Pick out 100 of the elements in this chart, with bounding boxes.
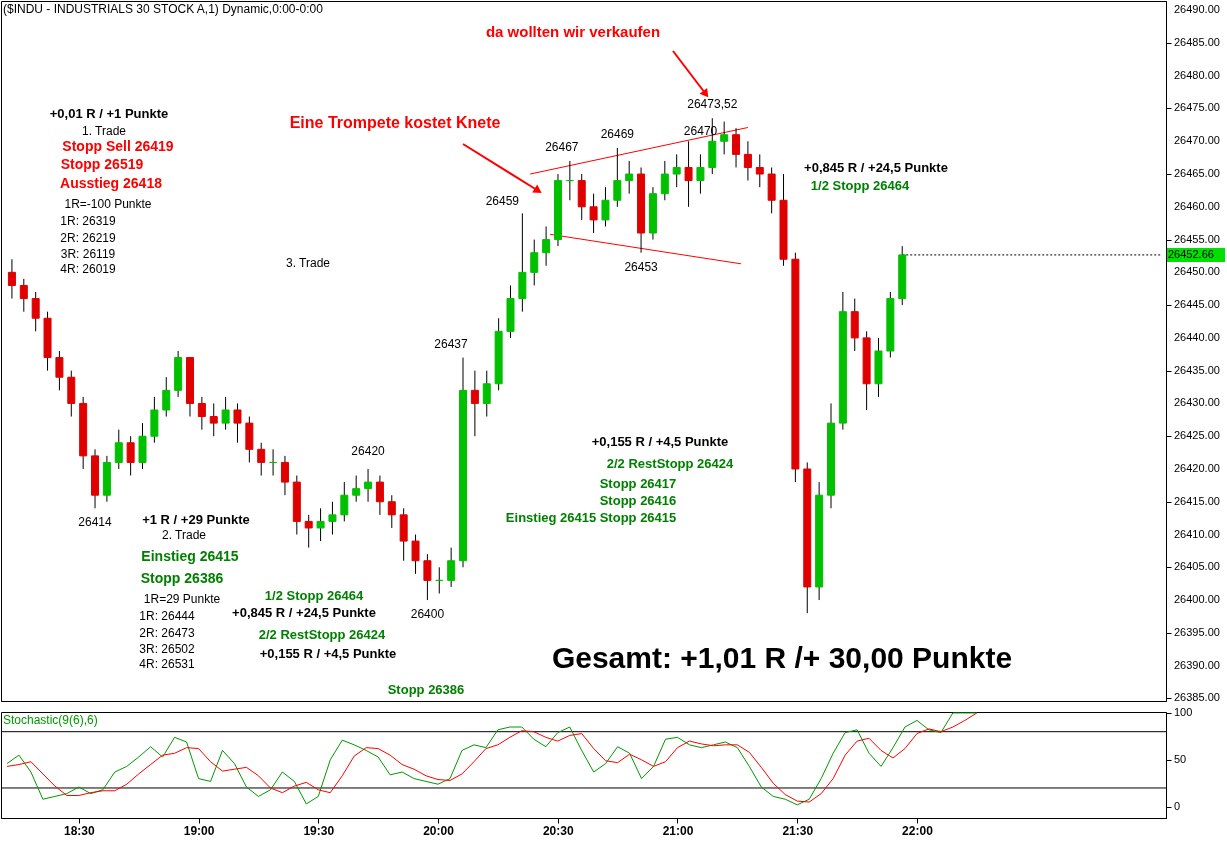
y-tick-label: 26430.00 — [1174, 396, 1220, 409]
candlestick — [55, 350, 64, 391]
candlestick — [696, 153, 705, 195]
candlestick — [209, 402, 218, 437]
annotation: +1 R / +29 Punkte — [142, 512, 250, 527]
annotation: Stopp 26416 — [599, 493, 677, 508]
annotation: 26473,52 — [687, 97, 738, 112]
annotation: Ausstieg 26418 — [60, 175, 163, 191]
candlestick — [613, 147, 622, 208]
annotation: 1/2 Stopp 26464 — [264, 588, 364, 603]
candlestick — [233, 402, 242, 444]
annotation: 26469 — [600, 126, 635, 141]
annotation: da wollten wir verkaufen — [485, 23, 661, 40]
y-tick-label: 26385.00 — [1174, 691, 1220, 704]
x-tick-label: 20:00 — [423, 823, 455, 838]
candlestick — [732, 127, 741, 168]
annotation: 1R=-100 Punkte — [64, 197, 152, 211]
annotation: 1R=29 Punkte — [143, 592, 221, 606]
candlestick — [589, 193, 598, 234]
annotation: 3R: 26119 — [60, 247, 116, 261]
annotation: 26437 — [434, 336, 469, 351]
annotation: 26467 — [545, 139, 579, 154]
y-tick-label: 26395.00 — [1174, 625, 1220, 638]
y-tick-label: 100 — [1174, 705, 1193, 718]
y-tick-label: 26415.00 — [1174, 494, 1220, 507]
y-tick-label: 26475.00 — [1174, 101, 1220, 114]
candlestick — [755, 153, 764, 188]
annotation: 1. Trade — [81, 124, 127, 138]
annotation: 2/2 RestStopp 26424 — [606, 456, 734, 471]
annotation: 2/2 RestStopp 26424 — [258, 627, 386, 642]
y-tick-label: 26400.00 — [1174, 593, 1220, 606]
candlestick — [328, 501, 337, 536]
annotation: 3. Trade — [285, 256, 331, 270]
annotation: Einstieg 26415 — [505, 510, 597, 525]
y-tick-label: 26420.00 — [1174, 461, 1220, 474]
annotation: +0,01 R / +1 Punkte — [49, 106, 169, 121]
annotation: Eine Trompete kostet Knete — [289, 114, 501, 131]
candlestick — [447, 547, 456, 588]
annotation: 26414 — [78, 515, 113, 530]
annotation: +0,155 R / +4,5 Punkte — [259, 646, 397, 661]
x-tick-label: 18:30 — [63, 823, 95, 838]
candlestick — [387, 494, 396, 529]
candlestick — [126, 435, 135, 477]
chart-title: Stochastic(9(6),6) — [3, 713, 98, 727]
annotation: 4R: 26019 — [60, 262, 117, 276]
annotation: +0,845 R / +24,5 Punkte — [804, 160, 948, 175]
x-tick-label: 21:00 — [662, 823, 694, 838]
candlestick — [352, 475, 361, 503]
candlestick — [672, 153, 681, 188]
annotation: Stopp 26415 — [599, 510, 677, 525]
candlestick — [375, 475, 384, 516]
annotation: 2R: 26219 — [60, 231, 117, 245]
candlestick — [601, 186, 610, 227]
y-tick-label: 26405.00 — [1174, 560, 1220, 573]
y-tick-label: 26460.00 — [1174, 199, 1220, 212]
y-tick-label: 26490.00 — [1174, 3, 1220, 16]
annotation: 1R: 26444 — [139, 609, 196, 623]
annotation: 26453 — [624, 259, 659, 274]
annotation: 1R: 26319 — [60, 214, 117, 228]
candlestick — [197, 396, 206, 431]
annotation: 2. Trade — [161, 528, 207, 542]
annotation: 26400 — [410, 607, 445, 622]
candlestick — [470, 370, 479, 437]
annotation: Stopp Sell 26419 — [62, 138, 174, 154]
candlestick — [660, 160, 669, 201]
y-tick-label: 26480.00 — [1174, 68, 1220, 81]
annotation: Stopp 26417 — [599, 476, 677, 491]
x-tick-label: 22:00 — [902, 823, 934, 838]
x-tick-label: 20:30 — [542, 823, 574, 838]
annotation: +0,155 R / +4,5 Punkte — [591, 434, 729, 449]
y-tick-label: 26485.00 — [1174, 35, 1220, 48]
candlestick — [19, 278, 28, 313]
x-tick-label: 19:00 — [183, 823, 215, 838]
candlestick — [280, 455, 289, 496]
candlestick — [304, 514, 313, 549]
ref-line-label: 26452.66 — [1168, 247, 1214, 260]
candlestick — [114, 429, 123, 470]
candlestick — [542, 225, 551, 267]
x-tick-label: 19:30 — [303, 823, 335, 838]
y-tick-label: 26425.00 — [1174, 429, 1220, 442]
candlestick — [625, 160, 634, 195]
annotation: Gesamt: +1,01 R /+ 30,00 Punkte — [551, 641, 1013, 674]
chart-title: ($INDU - INDUSTRIALS 30 STOCK A,1) Dynamic,0:00-0:00 — [3, 2, 324, 16]
candlestick — [720, 121, 729, 155]
candlestick — [423, 553, 432, 601]
candlestick — [340, 481, 349, 522]
candlestick — [530, 239, 539, 286]
y-tick-label: 26390.00 — [1174, 658, 1220, 671]
annotation: 4R: 26531 — [139, 657, 196, 671]
y-tick-label: 0 — [1174, 799, 1181, 812]
candlestick — [684, 140, 693, 208]
y-tick-label: 26410.00 — [1174, 527, 1220, 540]
annotation: +0,845 R / +24,5 Punkte — [232, 605, 376, 620]
candlestick — [411, 534, 420, 575]
y-tick-label: 26440.00 — [1174, 330, 1220, 343]
candlestick — [482, 370, 491, 418]
y-tick-label: 26450.00 — [1174, 265, 1220, 278]
annotation: 3R: 26502 — [139, 642, 196, 656]
y-tick-label: 26435.00 — [1174, 363, 1220, 376]
candlestick — [162, 376, 171, 418]
